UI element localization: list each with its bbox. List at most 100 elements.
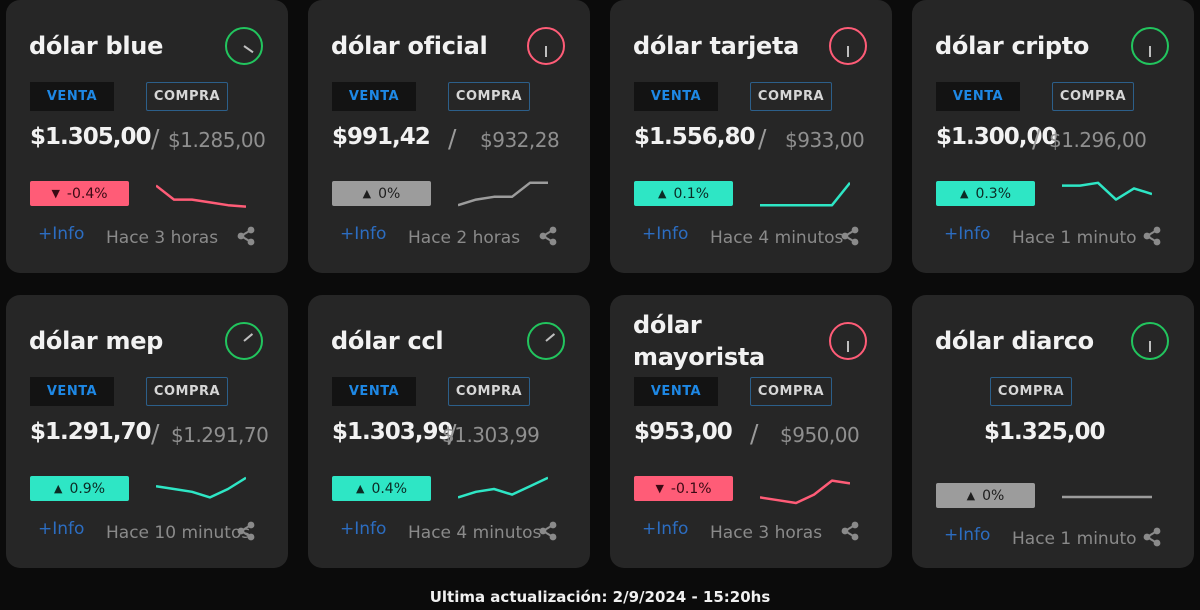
venta-price: $1.300,00 [936,124,1057,150]
update-timer-icon [225,322,263,360]
change-badge: ▲ 0% [332,181,431,206]
trend-sparkline [760,479,850,505]
share-icon[interactable] [840,226,860,246]
updated-time: Hace 1 minuto [1012,529,1137,549]
arrow-up-icon: ▲ [959,187,969,200]
more-info-link[interactable]: +Info [642,519,689,539]
updated-time: Hace 2 horas [408,228,521,248]
trend-sparkline [1062,495,1152,499]
share-icon[interactable] [538,521,558,541]
venta-label: VENTA [30,377,114,406]
update-timer-icon [829,27,867,65]
venta-label: VENTA [332,377,416,406]
more-info-link[interactable]: +Info [340,224,387,244]
price-separator: / [750,419,759,448]
compra-price: $1.303,99 [442,423,540,447]
card-title: dólar mayorista [633,311,765,371]
updated-time: Hace 4 minutos [408,523,542,543]
venta-price: $1.291,70 [30,419,151,445]
card-title: dólar mep [29,327,164,355]
price-separator: / [448,419,457,448]
arrow-up-icon: ▲ [362,187,372,200]
venta-label: VENTA [30,82,114,111]
update-timer-icon [527,322,565,360]
quote-card: dólar blue VENTA COMPRA $1.305,00/ $1.285,00… [6,0,288,273]
change-badge: ▲ 0% [936,483,1035,508]
compra-label: COMPRA [750,377,832,406]
updated-time: Hace 3 horas [710,523,823,543]
change-badge: ▲ 0.1% [634,181,733,206]
more-info-link[interactable]: +Info [38,224,85,244]
change-value: 0.3% [975,185,1012,202]
trend-sparkline [156,476,246,499]
compra-label: COMPRA [146,377,228,406]
updated-time: Hace 10 minutos [106,523,251,543]
card-title: dólar oficial [331,32,488,60]
compra-price: $933,00 [785,128,865,152]
price-separator: / [448,124,457,153]
more-info-link[interactable]: +Info [340,519,387,539]
change-badge: ▼ -0.1% [634,476,733,501]
share-icon[interactable] [538,226,558,246]
compra-price: $1.285,00 [168,128,266,152]
compra-label: COMPRA [448,82,530,111]
change-badge: ▲ 0.3% [936,181,1035,206]
update-timer-icon [225,27,263,65]
more-info-link[interactable]: +Info [38,519,85,539]
share-icon[interactable] [236,521,256,541]
change-badge: ▼ -0.4% [30,181,129,206]
more-info-link[interactable]: +Info [944,525,991,545]
change-badge: ▲ 0.9% [30,476,129,501]
quote-card: dólar ccl VENTA COMPRA $1.303,99/$1.303,99 ▲… [308,295,590,568]
compra-price: $1.325,00 [984,419,1105,445]
change-value: 0.4% [371,480,408,497]
share-icon[interactable] [236,226,256,246]
share-icon[interactable] [1142,226,1162,246]
trend-sparkline [760,182,850,207]
compra-label: COMPRA [1052,82,1134,111]
compra-price: $932,28 [480,128,560,152]
compra-price: $950,00 [780,423,860,447]
change-value: 0% [982,487,1005,504]
arrow-down-icon: ▼ [655,482,664,495]
quote-card: dólar mayorista VENTA COMPRA $953,00 / $950,0… [610,295,892,568]
share-icon[interactable] [840,521,860,541]
arrow-up-icon: ▲ [657,187,667,200]
card-title: dólar cripto [935,32,1090,60]
quote-card: dólar oficial VENTA COMPRA $991,42 / $932,28 ▲… [308,0,590,273]
venta-price: $1.303,99 [332,419,453,445]
compra-label: COMPRA [448,377,530,406]
card-title: dólar blue [29,32,164,60]
trend-sparkline [1062,181,1152,201]
venta-label: VENTA [634,377,718,406]
more-info-link[interactable]: +Info [642,224,689,244]
compra-price: $1.296,00 [1049,128,1147,152]
change-value: 0.9% [69,480,106,497]
compra-label: COMPRA [146,82,228,111]
venta-price: $953,00 [634,419,733,445]
venta-label: VENTA [634,82,718,111]
quote-card: dólar tarjeta VENTA COMPRA $1.556,80/ $933,0… [610,0,892,273]
arrow-up-icon: ▲ [966,489,976,502]
change-badge: ▲ 0.4% [332,476,431,501]
arrow-up-icon: ▲ [355,482,365,495]
trend-sparkline [458,476,548,499]
trend-sparkline [458,181,548,207]
change-value: -0.4% [66,185,108,202]
update-timer-icon [829,322,867,360]
card-title: dólar tarjeta [633,32,800,60]
card-title: dólar diarco [935,327,1094,355]
change-value: 0% [378,185,401,202]
venta-price: $991,42 [332,124,431,150]
more-info-link[interactable]: +Info [944,224,991,244]
venta-label: VENTA [936,82,1020,111]
share-icon[interactable] [1142,527,1162,547]
updated-time: Hace 4 minutos [710,228,844,248]
venta-price: $1.556,80 [634,124,755,150]
price-separator: / [1032,124,1041,153]
venta-price: $1.305,00 [30,124,151,150]
update-timer-icon [1131,322,1169,360]
price-separator: / [151,124,160,153]
change-value: -0.1% [670,480,712,497]
arrow-up-icon: ▲ [53,482,63,495]
